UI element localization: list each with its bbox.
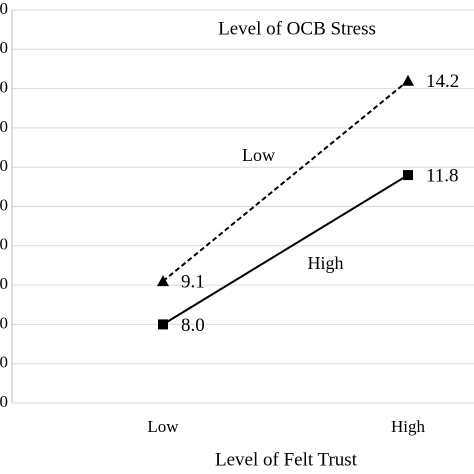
y-tick-label: 13.0 [0, 117, 8, 136]
x-tick-label: Low [147, 417, 179, 436]
y-tick-label: 12.0 [0, 156, 8, 175]
y-tick-label: 11.0 [0, 195, 8, 214]
y-tick-label: 6.0 [0, 392, 8, 411]
series-line [162, 174, 409, 326]
y-tick-label: 8.0 [0, 313, 8, 332]
data-label: 8.0 [181, 315, 205, 336]
marker [158, 319, 168, 330]
data-label: 14.2 [426, 71, 459, 92]
data-label: 9.1 [181, 272, 205, 293]
y-tick-label: 14.0 [0, 78, 8, 97]
x-tick-label: High [391, 417, 426, 436]
series-label: High [308, 253, 344, 273]
y-tick-label: 15.0 [0, 38, 8, 57]
chart-title: Level of OCB Stress [218, 18, 376, 39]
marker [402, 74, 414, 86]
x-axis-title: Level of Felt Trust [215, 449, 358, 470]
marker [403, 170, 413, 181]
y-tick-label: 9.0 [0, 274, 8, 293]
y-tick-label: 7.0 [0, 353, 8, 372]
series-label: Low [242, 145, 275, 165]
series-line [162, 79, 409, 282]
data-label: 11.8 [426, 165, 459, 186]
y-tick-label: 16.0 [0, 0, 8, 18]
marker [157, 275, 169, 287]
y-tick-label: 10.0 [0, 235, 8, 254]
